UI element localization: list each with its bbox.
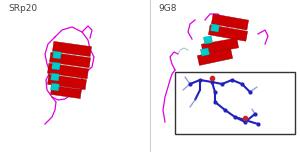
- Text: SRp20: SRp20: [8, 4, 37, 13]
- Polygon shape: [50, 85, 82, 98]
- Polygon shape: [208, 25, 247, 41]
- Polygon shape: [52, 62, 60, 70]
- Polygon shape: [197, 49, 233, 65]
- Polygon shape: [47, 74, 86, 90]
- Polygon shape: [51, 83, 59, 91]
- Polygon shape: [52, 41, 92, 57]
- Polygon shape: [51, 73, 59, 81]
- Polygon shape: [211, 24, 220, 32]
- Polygon shape: [47, 63, 88, 79]
- Polygon shape: [212, 14, 249, 30]
- Polygon shape: [201, 38, 238, 54]
- Polygon shape: [200, 48, 210, 56]
- Polygon shape: [203, 36, 212, 44]
- Polygon shape: [52, 51, 62, 59]
- Text: 9G8: 9G8: [158, 4, 176, 13]
- Bar: [175, 72, 295, 134]
- Polygon shape: [50, 52, 91, 68]
